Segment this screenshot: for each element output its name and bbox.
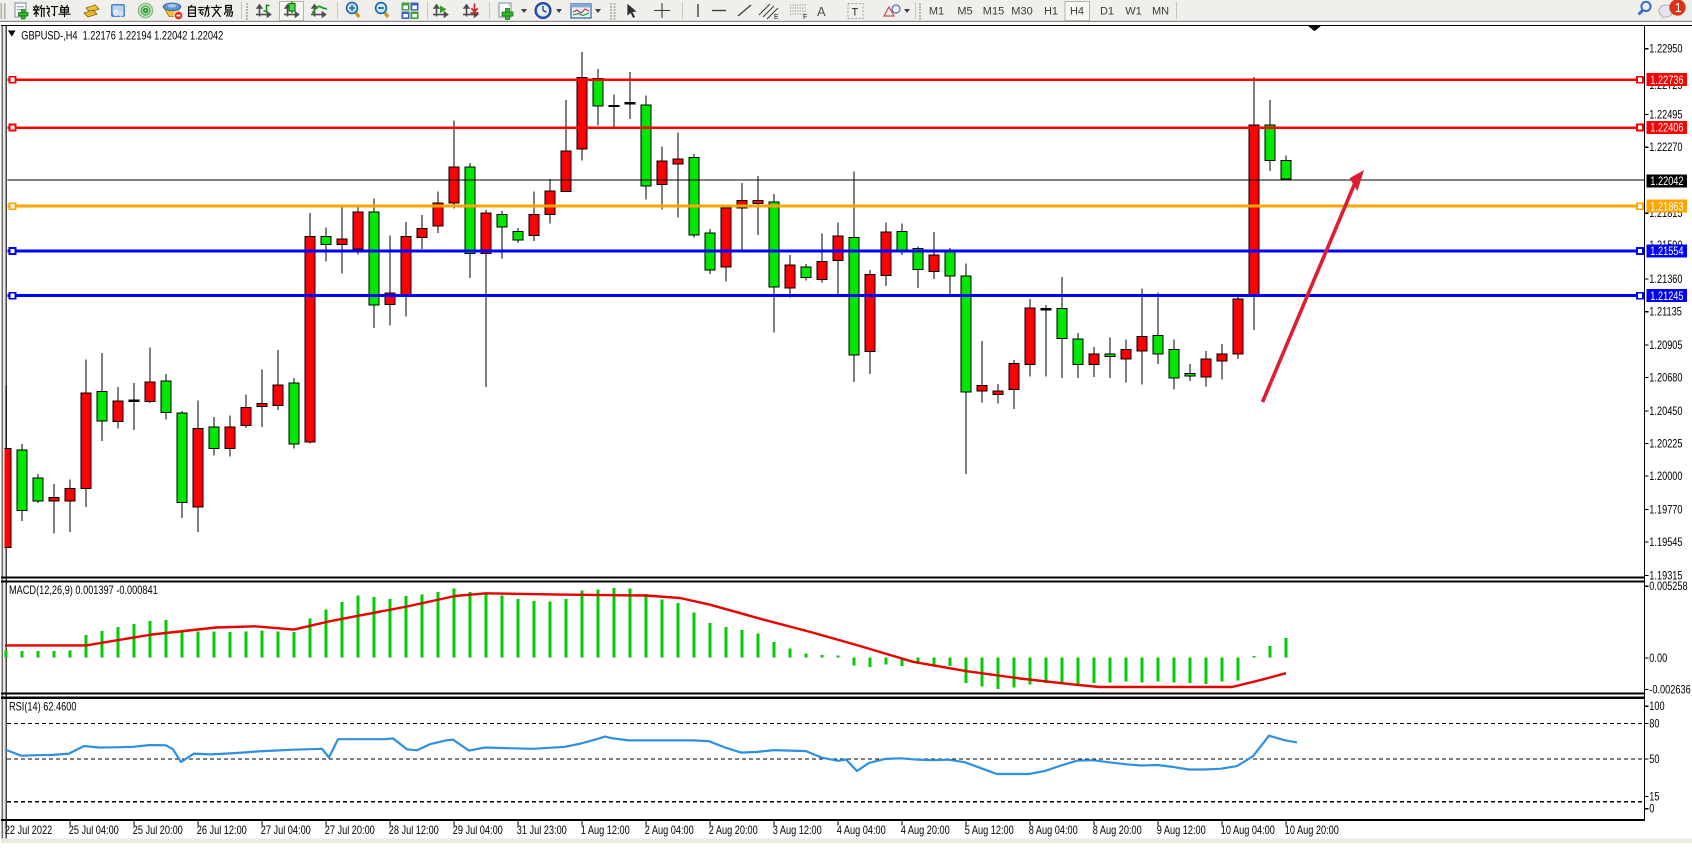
svg-text:25 Jul 20:00: 25 Jul 20:00 (133, 825, 183, 837)
svg-text:GBPUSD-,H4 1.22176 1.22194 1.: GBPUSD-,H4 1.22176 1.22194 1.22042 1.220… (21, 31, 223, 43)
svg-text:27 Jul 04:00: 27 Jul 04:00 (261, 825, 311, 837)
svg-text:1.21245: 1.21245 (1650, 291, 1683, 303)
svg-text:1.20225: 1.20225 (1649, 439, 1682, 451)
svg-text:10 Aug 04:00: 10 Aug 04:00 (1221, 825, 1275, 837)
svg-text:F: F (803, 14, 807, 21)
svg-text:1.22950: 1.22950 (1649, 44, 1682, 56)
svg-text:4 Aug 20:00: 4 Aug 20:00 (901, 825, 950, 837)
svg-text:100: 100 (1649, 701, 1665, 713)
svg-text:10 Aug 20:00: 10 Aug 20:00 (1285, 825, 1339, 837)
svg-text:-0.002636: -0.002636 (1649, 685, 1691, 697)
svg-text:MACD(12,26,9) 0.001397 -0.0008: MACD(12,26,9) 0.001397 -0.000841 (9, 585, 158, 597)
svg-text:1.20450: 1.20450 (1649, 406, 1682, 418)
svg-text:8 Aug 04:00: 8 Aug 04:00 (1029, 825, 1078, 837)
svg-text:29 Jul 04:00: 29 Jul 04:00 (453, 825, 503, 837)
svg-text:M30: M30 (1011, 6, 1032, 18)
svg-text:H1: H1 (1044, 6, 1058, 18)
svg-text:1.20905: 1.20905 (1649, 340, 1682, 352)
svg-text:15: 15 (1649, 792, 1659, 804)
svg-text:8 Aug 20:00: 8 Aug 20:00 (1093, 825, 1142, 837)
svg-text:22 Jul 2022: 22 Jul 2022 (5, 825, 53, 837)
svg-text:0.005258: 0.005258 (1649, 581, 1688, 593)
svg-text:25 Jul 04:00: 25 Jul 04:00 (69, 825, 119, 837)
svg-text:1.21360: 1.21360 (1649, 274, 1682, 286)
svg-text:28 Jul 12:00: 28 Jul 12:00 (389, 825, 439, 837)
svg-text:1: 1 (1675, 1, 1682, 15)
svg-text:1.21135: 1.21135 (1649, 307, 1682, 319)
svg-text:1.22736: 1.22736 (1650, 75, 1683, 87)
svg-text:2 Aug 20:00: 2 Aug 20:00 (709, 825, 758, 837)
svg-text:1.20000: 1.20000 (1649, 471, 1682, 483)
svg-text:A: A (817, 4, 826, 19)
svg-text:T: T (852, 7, 859, 19)
svg-text:27 Jul 20:00: 27 Jul 20:00 (325, 825, 375, 837)
svg-text:0.00: 0.00 (1649, 653, 1667, 665)
svg-text:1 Aug 12:00: 1 Aug 12:00 (581, 825, 630, 837)
svg-text:MN: MN (1152, 6, 1169, 18)
svg-text:RSI(14) 62.4600: RSI(14) 62.4600 (9, 702, 77, 714)
svg-text:1.22406: 1.22406 (1650, 123, 1683, 135)
svg-text:0: 0 (1649, 804, 1654, 816)
svg-text:H4: H4 (1070, 6, 1084, 18)
svg-text:M5: M5 (957, 6, 972, 18)
svg-text:5 Aug 12:00: 5 Aug 12:00 (965, 825, 1014, 837)
svg-text:E: E (774, 14, 779, 21)
svg-text:50: 50 (1649, 754, 1659, 766)
svg-text:1.19545: 1.19545 (1649, 537, 1682, 549)
svg-text:31 Jul 23:00: 31 Jul 23:00 (517, 825, 567, 837)
svg-text:M1: M1 (929, 6, 944, 18)
svg-text:M15: M15 (983, 6, 1004, 18)
svg-text:1.21863: 1.21863 (1650, 202, 1683, 214)
svg-text:1.22042: 1.22042 (1650, 176, 1683, 188)
svg-text:80: 80 (1649, 719, 1659, 731)
svg-text:3 Aug 12:00: 3 Aug 12:00 (773, 825, 822, 837)
svg-text:9 Aug 12:00: 9 Aug 12:00 (1157, 825, 1206, 837)
svg-text:D1: D1 (1100, 6, 1114, 18)
svg-text:W1: W1 (1125, 6, 1142, 18)
svg-text:26 Jul 12:00: 26 Jul 12:00 (197, 825, 247, 837)
svg-text:1.21554: 1.21554 (1650, 246, 1683, 258)
svg-text:2 Aug 04:00: 2 Aug 04:00 (645, 825, 694, 837)
svg-text:1.22270: 1.22270 (1649, 142, 1682, 154)
svg-text:1.20680: 1.20680 (1649, 373, 1682, 385)
svg-text:4 Aug 04:00: 4 Aug 04:00 (837, 825, 886, 837)
svg-text:1.19770: 1.19770 (1649, 505, 1682, 517)
svg-text:1.22495: 1.22495 (1649, 110, 1682, 122)
